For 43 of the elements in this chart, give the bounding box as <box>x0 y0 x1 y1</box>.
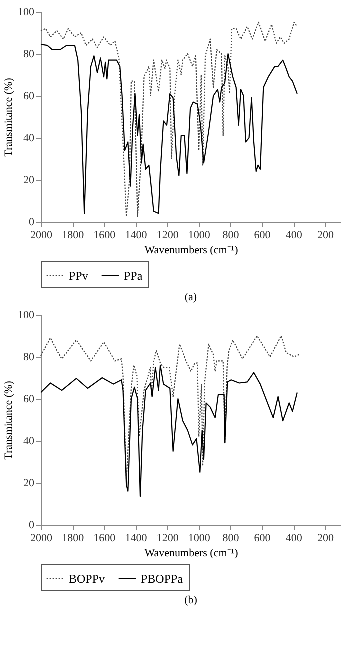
x-tick-label: 2000 <box>30 532 53 544</box>
y-tick-label: 40 <box>24 132 35 144</box>
legend-label: BOPPv <box>69 572 106 586</box>
y-tick-label: 100 <box>18 6 35 18</box>
y-tick-label: 80 <box>24 48 35 60</box>
y-tick-label: 0 <box>29 216 35 228</box>
x-axis-title: Wavenumbers (cm⁻¹) <box>144 244 239 256</box>
x-tick-label: 1000 <box>188 532 211 544</box>
x-tick-label: 400 <box>286 230 303 242</box>
y-tick-label: 60 <box>24 394 35 406</box>
x-tick-label: 800 <box>222 532 240 544</box>
legend-label: PPv <box>69 268 88 283</box>
x-tick-label: 1800 <box>62 532 85 544</box>
x-tick-label: 1200 <box>156 532 180 544</box>
x-tick-label: 1000 <box>188 230 211 242</box>
y-axis-title: Transmitance (%) <box>3 380 15 460</box>
x-tick-label: 200 <box>317 230 334 242</box>
x-tick-label: 200 <box>317 532 334 544</box>
x-tick-label: 1600 <box>94 230 116 242</box>
x-tick-label: 1600 <box>94 532 116 544</box>
y-tick-label: 80 <box>24 352 35 364</box>
x-tick-label: 1800 <box>62 230 85 242</box>
y-tick-label: 60 <box>24 90 35 102</box>
y-axis-title: Transmitance (%) <box>3 78 15 157</box>
x-axis-title: Wavenumbers (cm⁻¹) <box>144 548 239 560</box>
x-tick-label: 1400 <box>125 532 148 544</box>
line-series <box>40 364 298 498</box>
x-tick-label: 1200 <box>156 230 180 242</box>
legend-label: PBOPPa <box>141 572 184 586</box>
x-tick-label: 800 <box>222 230 240 242</box>
y-tick-label: 20 <box>24 174 35 186</box>
y-tick-label: 20 <box>24 478 35 490</box>
y-tick-label: 40 <box>24 436 35 448</box>
y-tick-label: 0 <box>29 520 35 532</box>
x-tick-label: 600 <box>254 532 272 544</box>
y-tick-label: 100 <box>18 310 35 322</box>
x-tick-label: 600 <box>254 230 272 242</box>
x-tick-label: 1400 <box>125 230 148 242</box>
legend-label: PPa <box>124 268 144 283</box>
text: (b) <box>184 594 198 606</box>
text: (a) <box>184 292 198 304</box>
x-tick-label: 2000 <box>30 230 53 242</box>
x-tick-label: 400 <box>286 532 303 544</box>
